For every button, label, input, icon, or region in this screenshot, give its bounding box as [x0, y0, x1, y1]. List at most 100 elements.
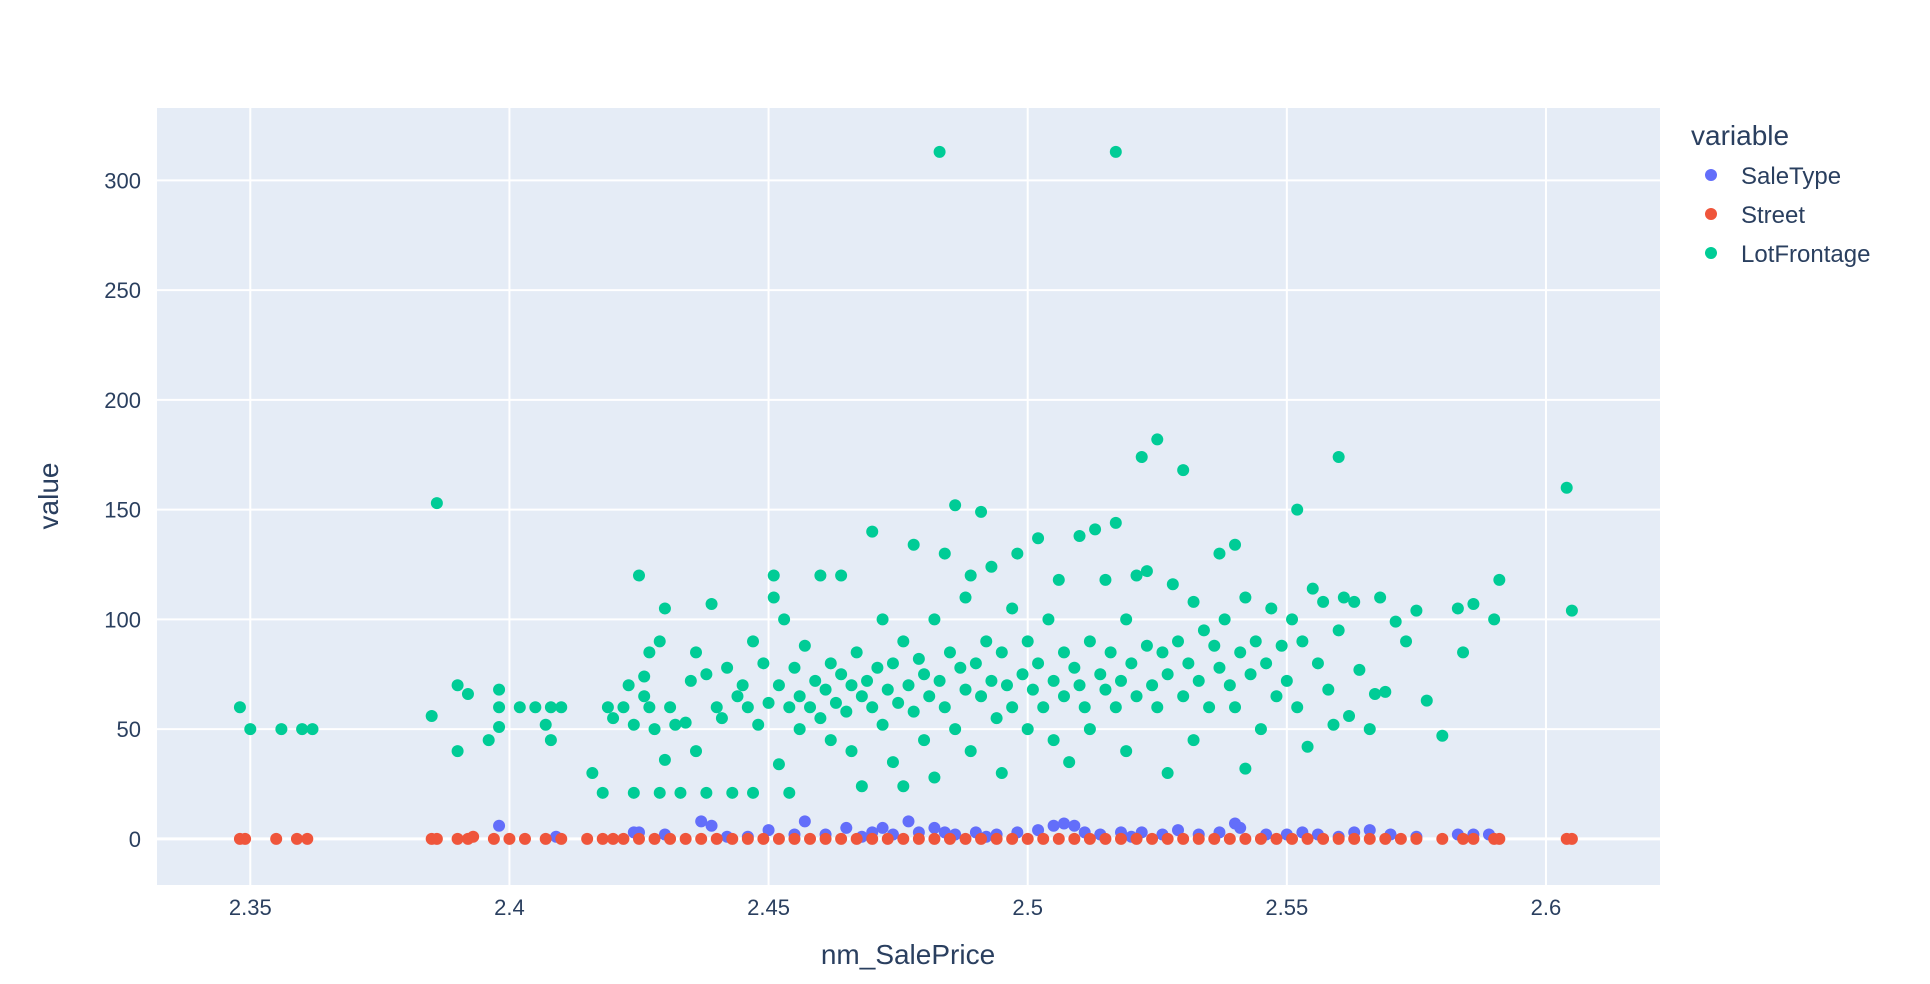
- data-point[interactable]: [783, 701, 796, 714]
- data-point[interactable]: [1493, 832, 1506, 845]
- data-point[interactable]: [1140, 639, 1153, 652]
- data-point[interactable]: [798, 815, 811, 828]
- data-point[interactable]: [493, 819, 506, 832]
- data-point[interactable]: [923, 690, 936, 703]
- data-point[interactable]: [1239, 832, 1252, 845]
- data-point[interactable]: [959, 591, 972, 604]
- data-point[interactable]: [1052, 832, 1065, 845]
- data-point[interactable]: [1493, 573, 1506, 586]
- data-point[interactable]: [1363, 723, 1376, 736]
- data-point[interactable]: [897, 635, 910, 648]
- data-point[interactable]: [928, 832, 941, 845]
- data-point[interactable]: [1208, 832, 1221, 845]
- data-point[interactable]: [1177, 690, 1190, 703]
- data-point[interactable]: [715, 712, 728, 725]
- data-point[interactable]: [1083, 635, 1096, 648]
- data-point[interactable]: [866, 701, 879, 714]
- data-point[interactable]: [544, 734, 557, 747]
- data-point[interactable]: [835, 832, 848, 845]
- data-point[interactable]: [513, 701, 526, 714]
- data-point[interactable]: [1301, 832, 1314, 845]
- data-point[interactable]: [964, 569, 977, 582]
- data-point[interactable]: [814, 569, 827, 582]
- data-point[interactable]: [1037, 701, 1050, 714]
- data-point[interactable]: [938, 701, 951, 714]
- data-point[interactable]: [461, 688, 474, 701]
- data-point[interactable]: [1047, 674, 1060, 687]
- data-point[interactable]: [1156, 646, 1169, 659]
- data-point[interactable]: [643, 646, 656, 659]
- data-point[interactable]: [912, 652, 925, 665]
- data-point[interactable]: [1208, 639, 1221, 652]
- data-point[interactable]: [835, 668, 848, 681]
- data-point[interactable]: [518, 832, 531, 845]
- data-point[interactable]: [1032, 657, 1045, 670]
- data-point[interactable]: [985, 560, 998, 573]
- data-point[interactable]: [430, 832, 443, 845]
- data-point[interactable]: [451, 745, 464, 758]
- data-point[interactable]: [1363, 832, 1376, 845]
- data-point[interactable]: [596, 832, 609, 845]
- data-point[interactable]: [1348, 832, 1361, 845]
- data-point[interactable]: [845, 745, 858, 758]
- data-point[interactable]: [1052, 573, 1065, 586]
- data-point[interactable]: [1130, 569, 1143, 582]
- data-point[interactable]: [1130, 690, 1143, 703]
- data-point[interactable]: [938, 547, 951, 560]
- data-point[interactable]: [1400, 635, 1413, 648]
- data-point[interactable]: [1213, 661, 1226, 674]
- data-point[interactable]: [451, 679, 464, 692]
- data-point[interactable]: [627, 786, 640, 799]
- data-point[interactable]: [1270, 690, 1283, 703]
- data-point[interactable]: [539, 718, 552, 731]
- data-point[interactable]: [964, 745, 977, 758]
- data-point[interactable]: [809, 674, 822, 687]
- data-point[interactable]: [814, 712, 827, 725]
- data-point[interactable]: [793, 690, 806, 703]
- data-point[interactable]: [1229, 538, 1242, 551]
- data-point[interactable]: [296, 723, 309, 736]
- data-point[interactable]: [664, 701, 677, 714]
- data-point[interactable]: [1125, 657, 1138, 670]
- data-point[interactable]: [1078, 701, 1091, 714]
- data-point[interactable]: [1135, 450, 1148, 463]
- data-point[interactable]: [658, 753, 671, 766]
- data-point[interactable]: [881, 832, 894, 845]
- data-point[interactable]: [1109, 701, 1122, 714]
- data-point[interactable]: [1374, 591, 1387, 604]
- data-point[interactable]: [798, 639, 811, 652]
- data-point[interactable]: [928, 821, 941, 834]
- data-point[interactable]: [1322, 683, 1335, 696]
- data-point[interactable]: [1099, 832, 1112, 845]
- data-point[interactable]: [700, 668, 713, 681]
- data-point[interactable]: [1291, 701, 1304, 714]
- data-point[interactable]: [1436, 729, 1449, 742]
- data-point[interactable]: [1467, 832, 1480, 845]
- data-point[interactable]: [1151, 701, 1164, 714]
- data-point[interactable]: [648, 832, 661, 845]
- data-point[interactable]: [731, 690, 744, 703]
- data-point[interactable]: [695, 832, 708, 845]
- data-point[interactable]: [767, 591, 780, 604]
- data-point[interactable]: [835, 569, 848, 582]
- data-point[interactable]: [1192, 674, 1205, 687]
- data-point[interactable]: [1286, 613, 1299, 626]
- data-point[interactable]: [757, 657, 770, 670]
- data-point[interactable]: [1161, 668, 1174, 681]
- data-point[interactable]: [290, 832, 303, 845]
- data-point[interactable]: [1016, 668, 1029, 681]
- data-point[interactable]: [1089, 523, 1102, 536]
- data-point[interactable]: [866, 832, 879, 845]
- data-point[interactable]: [1187, 734, 1200, 747]
- data-point[interactable]: [876, 821, 889, 834]
- data-point[interactable]: [1146, 832, 1159, 845]
- data-point[interactable]: [741, 701, 754, 714]
- data-point[interactable]: [840, 821, 853, 834]
- data-point[interactable]: [617, 832, 630, 845]
- data-point[interactable]: [1332, 832, 1345, 845]
- data-point[interactable]: [912, 832, 925, 845]
- data-point[interactable]: [1410, 604, 1423, 617]
- data-point[interactable]: [467, 830, 480, 843]
- data-point[interactable]: [690, 646, 703, 659]
- data-point[interactable]: [1389, 615, 1402, 628]
